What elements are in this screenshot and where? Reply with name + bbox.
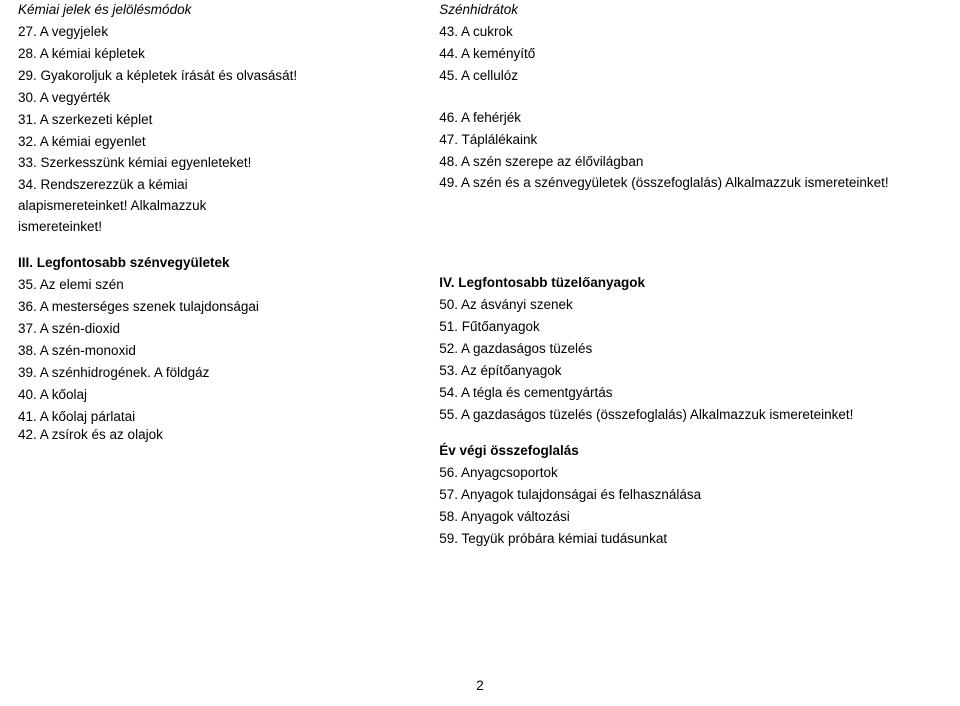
list-item: 45. A cellulóz <box>439 66 948 87</box>
list-item: 55. A gazdaságos tüzelés (összefoglalás)… <box>439 405 948 426</box>
list-item: 46. A fehérjék <box>439 108 948 129</box>
right-section-1: Szénhidrátok 43. A cukrok 44. A keményít… <box>439 0 948 88</box>
list-item: 54. A tégla és cementgyártás <box>439 383 948 404</box>
spacer <box>439 88 948 108</box>
right-section-1b: 46. A fehérjék 47. Táplálékaink 48. A sz… <box>439 108 948 196</box>
list-item: 29. Gyakoroljuk a képletek írását és olv… <box>18 66 427 87</box>
list-item: 35. Az elemi szén <box>18 275 427 296</box>
list-item: 52. A gazdaságos tüzelés <box>439 339 948 360</box>
list-item: 32. A kémiai egyenlet <box>18 132 427 153</box>
list-item: 49. A szén és a szénvegyületek (összefog… <box>439 173 948 194</box>
list-item: 50. Az ásványi szenek <box>439 295 948 316</box>
list-item: 36. A mesterséges szenek tulajdonságai <box>18 297 427 318</box>
list-item: 48. A szén szerepe az élővilágban <box>439 152 948 173</box>
list-item: 30. A vegyérték <box>18 88 427 109</box>
list-item: 34. Rendszerezzük a kémiai alapismeretei… <box>18 175 268 238</box>
list-item: 27. A vegyjelek <box>18 22 427 43</box>
section-title: Kémiai jelek és jelölésmódok <box>18 0 427 21</box>
page-number: 2 <box>0 676 960 697</box>
list-item: 38. A szén-monoxid <box>18 341 427 362</box>
page-content: Kémiai jelek és jelölésmódok 27. A vegyj… <box>0 0 960 550</box>
spacer <box>439 427 948 441</box>
left-section-2: III. Legfontosabb szénvegyületek 35. Az … <box>18 253 427 446</box>
list-item: 40. A kőolaj <box>18 385 427 406</box>
section-title: IV. Legfontosabb tüzelőanyagok <box>439 273 948 294</box>
section-title: Szénhidrátok <box>439 0 948 21</box>
list-item: 42. A zsírok és az olajok <box>18 425 427 446</box>
right-section-2: IV. Legfontosabb tüzelőanyagok 50. Az ás… <box>439 273 948 426</box>
left-column: Kémiai jelek és jelölésmódok 27. A vegyj… <box>18 0 427 550</box>
list-item: 43. A cukrok <box>439 22 948 43</box>
section-title: Év végi összefoglalás <box>439 441 948 462</box>
list-item: 57. Anyagok tulajdonságai és felhasználá… <box>439 485 948 506</box>
list-item: 37. A szén-dioxid <box>18 319 427 340</box>
list-item: 28. A kémiai képletek <box>18 44 427 65</box>
list-item: 53. Az építőanyagok <box>439 361 948 382</box>
list-item: 58. Anyagok változási <box>439 507 948 528</box>
section-title: III. Legfontosabb szénvegyületek <box>18 253 427 274</box>
left-section-1: Kémiai jelek és jelölésmódok 27. A vegyj… <box>18 0 427 239</box>
spacer <box>439 195 948 273</box>
list-item: 39. A szénhidrogének. A földgáz <box>18 363 427 384</box>
list-item: 31. A szerkezeti képlet <box>18 110 427 131</box>
list-item: 33. Szerkesszünk kémiai egyenleteket! <box>18 153 427 174</box>
list-item: 44. A keményítő <box>439 44 948 65</box>
list-item: 59. Tegyük próbára kémiai tudásunkat <box>439 529 948 550</box>
right-column: Szénhidrátok 43. A cukrok 44. A keményít… <box>427 0 948 550</box>
list-item: 47. Táplálékaink <box>439 130 948 151</box>
list-item: 51. Fűtőanyagok <box>439 317 948 338</box>
right-section-3: Év végi összefoglalás 56. Anyagcsoportok… <box>439 441 948 551</box>
list-item: 56. Anyagcsoportok <box>439 463 948 484</box>
